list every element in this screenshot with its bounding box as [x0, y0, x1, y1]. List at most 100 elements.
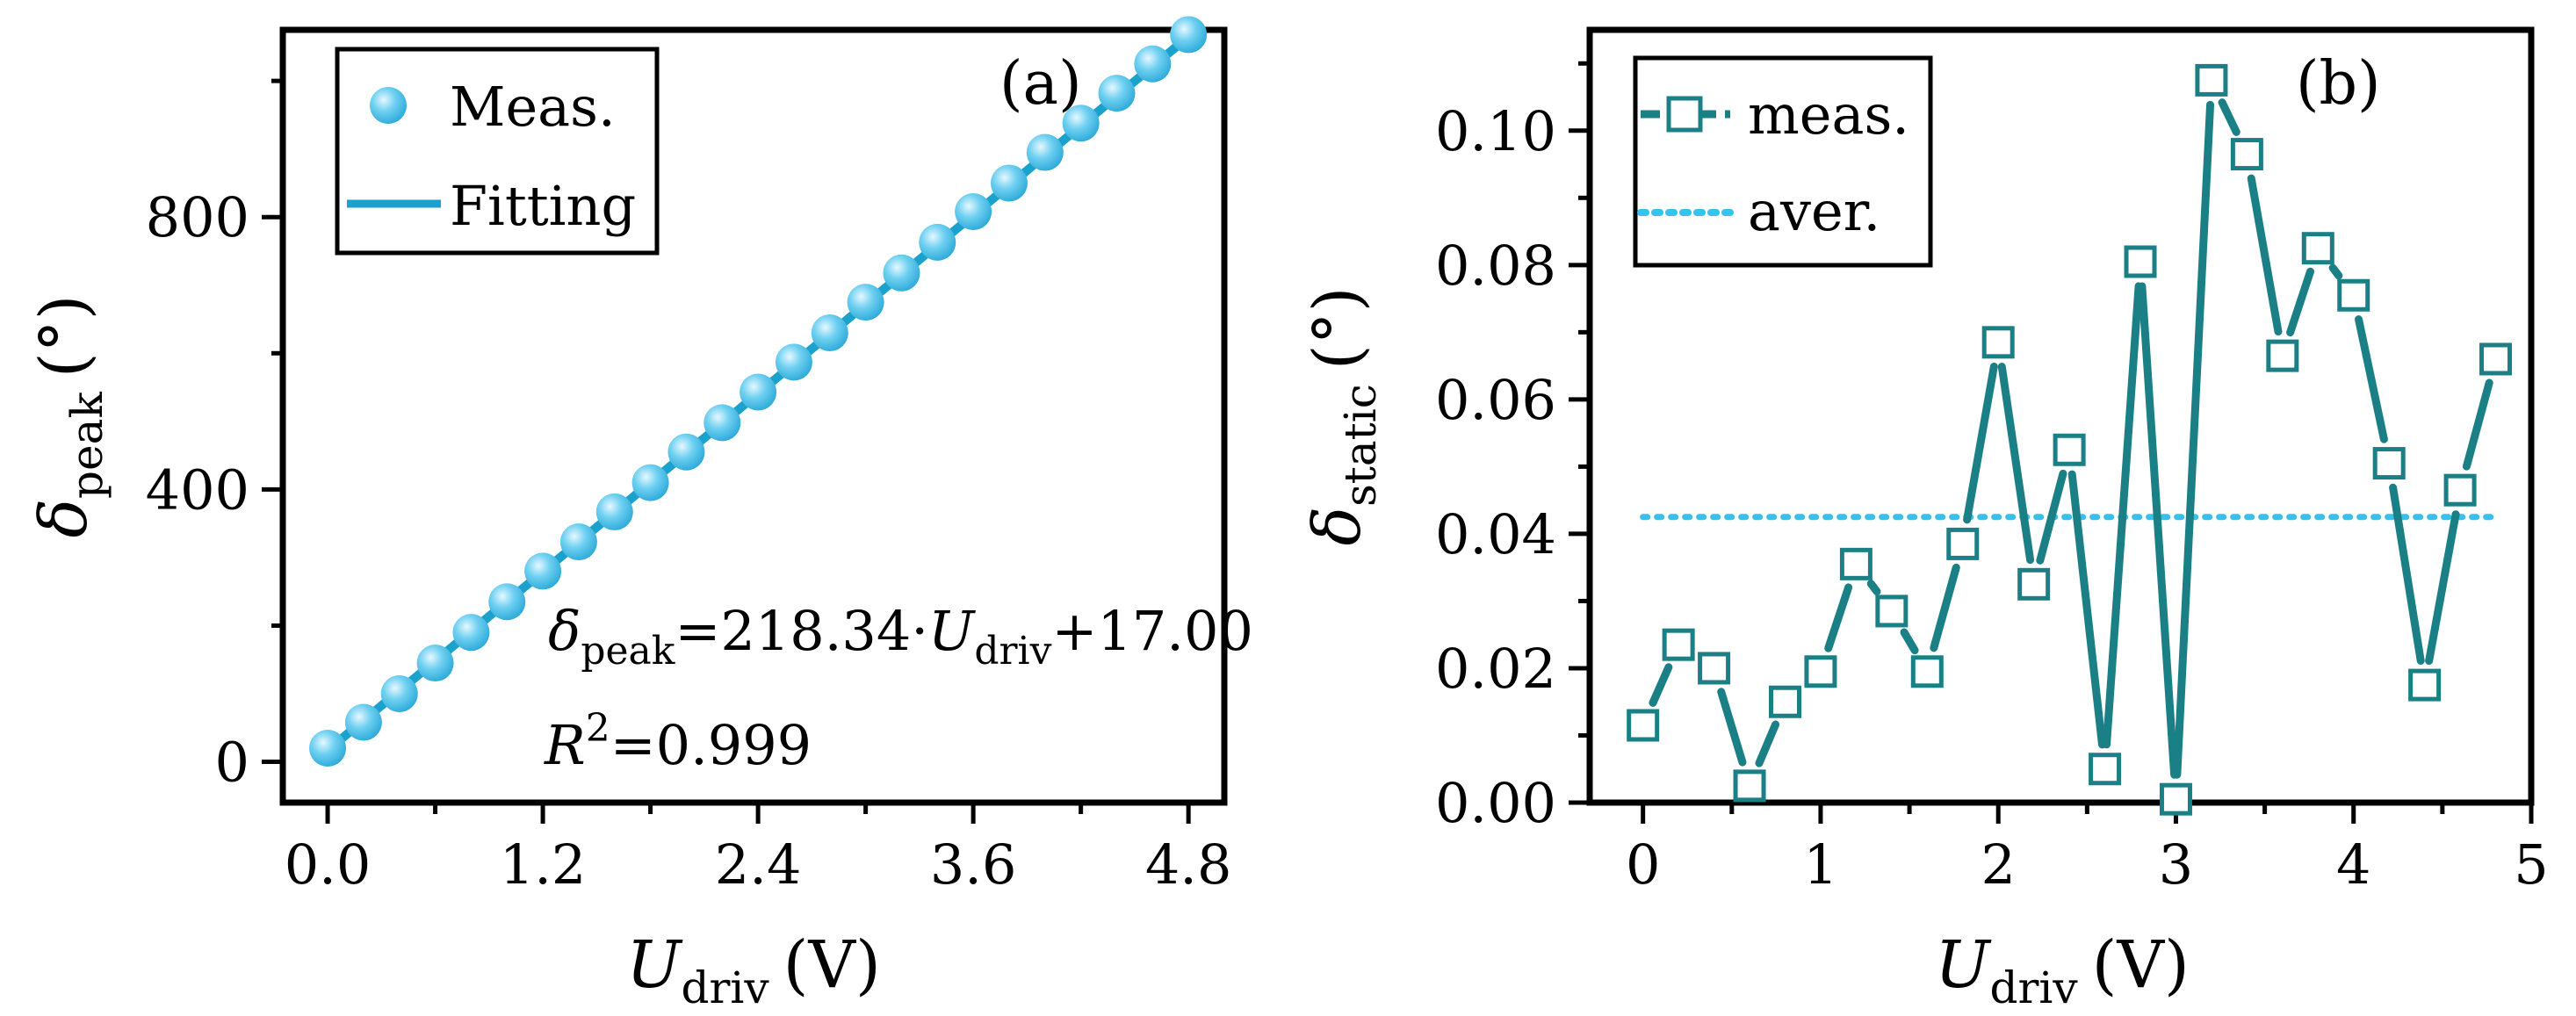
meas-line-segment: [2462, 378, 2493, 471]
data-point-meas: [488, 583, 526, 621]
b-ylabel-main: δ: [1300, 507, 1375, 546]
data-point-meas: [2017, 567, 2051, 601]
x-tick-label: 1.2: [500, 832, 587, 897]
data-point-meas: [631, 464, 669, 501]
b-ylabel-unit: (°): [1300, 287, 1375, 371]
meas-line-segment: [2036, 469, 2067, 565]
meas-line-segment: [1824, 583, 1853, 652]
data-point-meas: [1062, 104, 1100, 142]
legend-marker-meas: [370, 87, 407, 124]
data-point-meas: [524, 552, 562, 590]
x-tick-label: 3.6: [930, 832, 1017, 897]
data-point-meas: [955, 193, 992, 231]
y-tick-label: 0.06: [1435, 368, 1556, 432]
panel-a-x-axis-label: Udriv (V): [626, 927, 881, 1013]
data-point-meas: [667, 433, 705, 471]
data-point-meas: [2372, 447, 2406, 480]
r-squared: R2=0.999: [544, 706, 812, 777]
data-point-meas: [2124, 245, 2157, 278]
meas-line-segment: [1866, 580, 1881, 596]
meas-line-segment: [2103, 282, 2143, 749]
data-point-meas: [2479, 342, 2513, 376]
data-point-meas: [1981, 326, 2015, 359]
data-point-meas: [883, 254, 920, 292]
panel-a-y-axis-label: δpeak (°): [26, 294, 112, 537]
data-point-meas: [1910, 655, 1944, 688]
data-point-meas: [811, 314, 848, 352]
eq-var-sub: driv: [974, 629, 1051, 674]
a-ylabel-sub: peak: [61, 392, 112, 499]
data-point-meas: [559, 523, 597, 561]
legend-label-meas: meas.: [1748, 83, 1909, 147]
a-ylabel-main: δ: [26, 499, 102, 538]
data-point-meas: [704, 404, 741, 442]
x-tick-label: 2.4: [715, 832, 802, 897]
b-xlabel-sub: driv: [1990, 962, 2079, 1013]
meas-line-segment: [2173, 100, 2215, 779]
data-point-meas: [2301, 232, 2334, 265]
meas-line-segment: [2328, 263, 2343, 280]
data-point-meas: [344, 703, 382, 741]
x-tick-label: 3: [2159, 832, 2193, 897]
b-xlabel-main: U: [1935, 927, 1992, 1003]
data-point-meas: [1098, 75, 1136, 112]
meas-line-segment: [2389, 483, 2425, 665]
data-point-meas: [1662, 628, 1695, 661]
meas-line-segment: [1649, 663, 1673, 707]
data-point-meas: [1733, 769, 1766, 803]
data-point-meas: [1875, 594, 1909, 628]
a-ylabel-unit: (°): [26, 294, 102, 378]
a-xlabel-main: U: [626, 927, 683, 1003]
panel-b-plot-frame: [1586, 26, 2535, 806]
a-xlabel-unit: (V): [783, 927, 881, 1003]
data-point-meas: [1839, 547, 1872, 580]
meas-line-segment: [1997, 363, 2035, 565]
fit-equation: δpeak=218.34·Udriv+17.00: [548, 599, 1253, 674]
meas-line-segment: [2247, 174, 2283, 336]
meas-line-segment: [2218, 98, 2240, 136]
eq-lhs-sub: peak: [581, 629, 675, 674]
legend-label-meas: Meas.: [450, 75, 616, 139]
data-point-meas: [2230, 138, 2263, 171]
data-point-meas: [1627, 709, 1660, 742]
data-point-meas: [2089, 753, 2122, 786]
r2-sym: R: [544, 713, 586, 777]
data-point-meas: [2266, 339, 2299, 372]
x-tick-label: 0: [1626, 832, 1660, 897]
eq-rhs: +17.00: [1051, 599, 1252, 663]
data-point-meas: [2443, 473, 2477, 507]
data-point-meas: [2337, 278, 2370, 312]
legend-marker-meas: [1666, 96, 1703, 133]
panel-b-legend: meas. aver.: [1633, 55, 1933, 268]
b-xlabel-unit: (V): [2092, 927, 2190, 1003]
data-point-meas: [847, 284, 884, 321]
data-point-meas: [416, 645, 454, 682]
meas-line-segment: [2355, 315, 2388, 443]
x-tick-label: 2: [1981, 832, 2015, 897]
data-point-meas: [1946, 527, 1980, 560]
data-point-meas: [452, 614, 490, 652]
panel-b-x-axis-label: Udriv (V): [1935, 927, 2190, 1013]
data-point-meas: [1804, 655, 1837, 688]
y-tick-label: 0.04: [1435, 502, 1556, 566]
r2-val: =0.999: [610, 713, 812, 777]
data-point-meas: [380, 674, 418, 712]
legend-label-fitting: Fitting: [450, 174, 636, 238]
eq-mid: =218.34·: [675, 599, 928, 663]
meas-line-segment: [1900, 628, 1919, 655]
meas-line-segment: [2067, 470, 2106, 749]
data-point-meas: [990, 164, 1028, 202]
y-tick-label: 0.08: [1435, 234, 1556, 298]
meas-line-segment: [1930, 563, 1960, 652]
data-point-meas: [740, 373, 777, 411]
y-tick-label: 800: [146, 185, 249, 249]
meas-line-segment: [1755, 720, 1780, 767]
data-point-meas: [919, 223, 956, 261]
y-tick-label: 0.02: [1435, 637, 1556, 701]
legend-box: [335, 47, 660, 256]
data-point-meas: [2053, 433, 2086, 466]
x-tick-label: 1: [1803, 832, 1837, 897]
panel-a-legend: Meas. Fitting: [335, 47, 660, 256]
meas-line-segment: [2425, 510, 2460, 666]
